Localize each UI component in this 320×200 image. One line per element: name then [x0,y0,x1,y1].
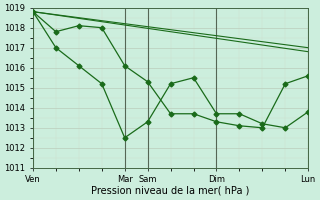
X-axis label: Pression niveau de la mer( hPa ): Pression niveau de la mer( hPa ) [92,186,250,196]
